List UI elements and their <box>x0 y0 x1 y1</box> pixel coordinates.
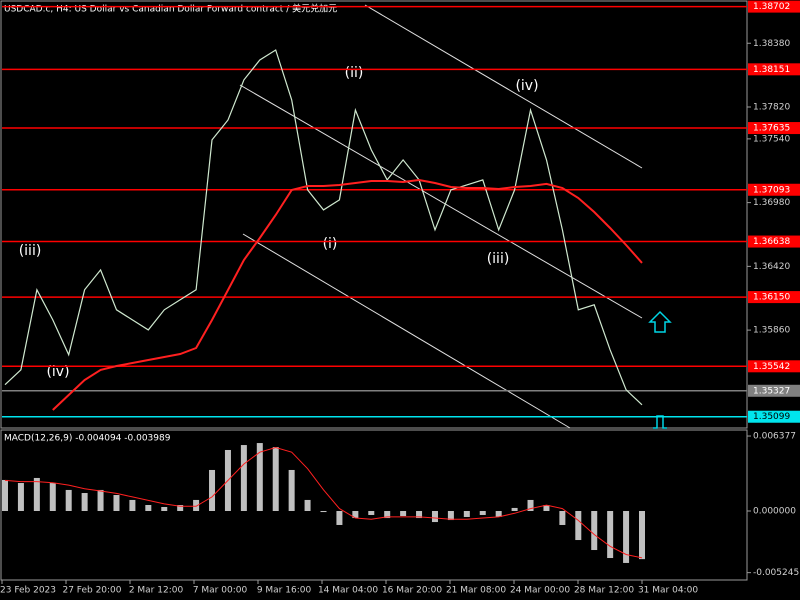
macd-bar <box>2 479 8 511</box>
macd-bar <box>177 505 184 511</box>
x-tick-label: 9 Mar 16:00 <box>257 586 312 596</box>
y-tick-label: 0.006377 <box>753 432 796 442</box>
macd-bar <box>591 510 598 551</box>
macd-signal <box>4 446 643 559</box>
y-tick-label: 1.37820 <box>753 103 790 113</box>
x-tick-label: 27 Feb 20:00 <box>62 586 121 596</box>
macd-bar <box>431 510 438 523</box>
macd-bar <box>559 510 566 525</box>
x-tick-label: 31 Mar 04:00 <box>638 586 698 596</box>
macd-bar <box>447 510 454 521</box>
x-tick-label: 23 Feb 2023 <box>0 586 56 596</box>
y-tick-label: 1.36420 <box>753 262 790 272</box>
x-tick-label: 28 Mar 12:00 <box>574 586 634 596</box>
macd-bar <box>416 510 423 519</box>
level-tag <box>748 122 800 135</box>
level-tag <box>748 291 800 304</box>
macd-bar <box>607 510 614 559</box>
macd-bar <box>256 443 263 511</box>
macd-bar <box>65 489 72 511</box>
macd-bar <box>49 483 56 511</box>
level-label: 1.36150 <box>753 293 790 303</box>
y-tick-label: 0.000000 <box>753 506 796 516</box>
macd-bar <box>272 447 279 511</box>
macd-bar <box>511 507 518 511</box>
y-tick-label: 1.35860 <box>753 326 790 336</box>
macd-bar <box>288 469 295 511</box>
y-tick-label: 1.36980 <box>753 198 790 208</box>
x-tick-label: 16 Mar 20:00 <box>382 586 442 596</box>
wave-label: (iii) <box>19 243 42 259</box>
macd-bar <box>384 510 391 519</box>
macd-bar <box>543 505 550 511</box>
level-label: 1.36638 <box>753 237 790 247</box>
macd-bar <box>623 510 630 563</box>
x-tick-label: 21 Mar 08:00 <box>446 586 506 596</box>
level-tag <box>748 0 800 13</box>
x-tick-label: 24 Mar 00:00 <box>510 586 570 596</box>
macd-bar <box>320 510 327 513</box>
level-label: 1.35327 <box>753 386 790 396</box>
macd-bar <box>639 510 645 560</box>
wave-label: (iii) <box>487 251 510 267</box>
macd-bar <box>113 495 120 511</box>
level-tag <box>748 360 800 373</box>
x-tick-label: 7 Mar 00:00 <box>193 586 248 596</box>
main-pane-frame <box>0 0 748 429</box>
level-label: 1.37635 <box>753 124 790 134</box>
macd-pane-frame <box>0 429 748 581</box>
macd-bar <box>81 493 88 511</box>
macd-bar <box>575 510 582 541</box>
level-tag <box>748 183 800 196</box>
x-tick-label: 2 Mar 12:00 <box>129 586 184 596</box>
macd-bar <box>304 499 311 511</box>
channel-line <box>364 4 643 169</box>
level-tag <box>748 235 800 248</box>
level-label: 1.38702 <box>753 2 790 12</box>
macd-bar <box>240 445 247 511</box>
chart-title: USDCAD.c, H4: US Dollar vs Canadian Doll… <box>4 3 337 15</box>
macd-bar <box>33 477 40 511</box>
channel-line <box>239 84 643 319</box>
macd-bar <box>400 510 407 517</box>
level-tag <box>748 410 800 423</box>
wave-label: (iv) <box>46 364 69 380</box>
level-tag <box>748 384 800 397</box>
channel-line <box>242 233 571 429</box>
level-label: 1.35542 <box>753 362 790 372</box>
price-line <box>4 49 643 406</box>
macd-bar <box>17 483 24 511</box>
macd-bar <box>352 510 359 519</box>
macd-bar <box>463 510 470 517</box>
y-tick-label: 1.38380 <box>753 39 790 49</box>
macd-bar <box>336 510 343 525</box>
macd-bar <box>495 510 502 517</box>
macd-bar <box>145 505 152 511</box>
y-tick-label: -0.005245 <box>753 568 799 578</box>
macd-bar <box>97 489 104 511</box>
level-label: 1.35099 <box>753 412 790 422</box>
macd-bar <box>368 510 375 515</box>
macd-label: MACD(12,26,9) -0.004094 -0.003989 <box>4 434 171 444</box>
macd-bar <box>479 510 486 515</box>
macd-bar <box>161 506 168 511</box>
y-tick-label: 1.37540 <box>753 134 790 144</box>
wave-label: (i) <box>323 236 338 252</box>
moving-average <box>52 178 643 411</box>
macd-bar <box>193 499 200 511</box>
level-label: 1.37093 <box>753 185 790 195</box>
wave-label: (ii) <box>345 65 364 81</box>
x-tick-label: 14 Mar 04:00 <box>318 586 378 596</box>
macd-bar <box>129 499 136 511</box>
wave-label: (iv) <box>515 78 538 94</box>
buy-arrow <box>648 310 672 333</box>
macd-bar <box>209 469 216 511</box>
level-tag <box>748 63 800 76</box>
level-label: 1.38151 <box>753 65 790 75</box>
macd-bar <box>527 499 534 511</box>
